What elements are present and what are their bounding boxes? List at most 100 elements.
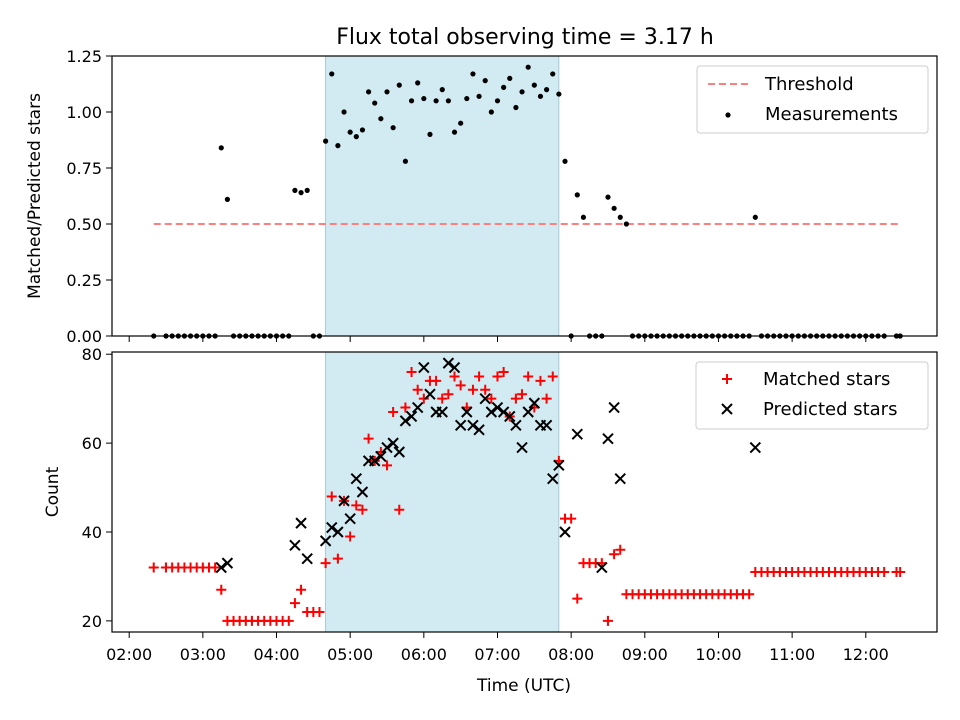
predicted-star-point [454, 419, 467, 432]
top-y-tick-label: 0.00 [66, 327, 102, 346]
measurement-point [415, 80, 421, 86]
matched-star-point [394, 504, 405, 515]
predicted-star-point [461, 406, 473, 418]
measurement-point [580, 214, 587, 220]
matched-star-point [412, 384, 423, 395]
predicted-star-point [547, 472, 559, 485]
matched-star-point [216, 584, 227, 595]
predicted-star-point [608, 401, 620, 414]
measurement-point [752, 214, 758, 220]
predicted-star-point [467, 419, 479, 432]
predicted-star-point [448, 361, 461, 374]
top-y-tick-label: 0.50 [66, 215, 102, 234]
measurement-point [439, 87, 445, 93]
matched-star-point [547, 371, 558, 382]
predicted-star-point [221, 557, 234, 569]
measurement-point [537, 93, 544, 99]
matched-star-point [382, 460, 392, 471]
bottom-panel: 20 40 60 80 02:00 03:00 04:00 05:00 06:00 07:00 0… [43, 345, 938, 696]
measurement-point [543, 87, 550, 93]
measurement-point [513, 104, 519, 111]
x-tick-label: 06:00 [401, 645, 447, 664]
predicted-star-point [332, 526, 344, 538]
bottom-axes-frame [111, 351, 938, 633]
legend-measurement-label: Measurements [765, 104, 898, 125]
bottom-legend: Matched stars Predicted stars [695, 361, 929, 430]
predicted-star-point [559, 526, 571, 538]
x-tick-label: 10:00 [695, 645, 741, 664]
matched-star-point [283, 615, 294, 626]
matched-star-point [517, 389, 528, 400]
top-panel: 0.00 0.25 0.50 0.75 1.00 1.25 Matched/Predict… [25, 47, 938, 346]
predicted-star-point [479, 392, 491, 405]
measurement-point [525, 64, 531, 70]
predicted-star-point [399, 415, 412, 427]
bottom-ylabel: Count [43, 466, 63, 517]
measurement-point [341, 109, 347, 115]
measurement-point [335, 143, 341, 149]
measurement-point [384, 89, 390, 95]
top-legend-box [696, 65, 929, 134]
top-axes-frame [111, 55, 938, 337]
predicted-star-point [319, 535, 332, 547]
measurement-point [408, 98, 415, 104]
matched-star-point [744, 589, 755, 600]
measurement-point [298, 190, 304, 196]
measurement-point [433, 98, 439, 104]
measurement-point [365, 89, 372, 95]
legend-predicted-swatch [721, 403, 733, 415]
predicted-star-point [418, 361, 430, 374]
bottom-y-tick-label: 20 [82, 612, 102, 631]
measurement-point [323, 138, 329, 144]
predicted-star-point [473, 424, 485, 436]
predicted-star-point [553, 459, 565, 472]
legend-predicted-marker [721, 403, 733, 415]
matched-star-point [357, 504, 368, 515]
predicted-star-point [393, 446, 405, 458]
predicted-star-point [356, 486, 369, 498]
measurement-point [464, 95, 470, 102]
legend-measurement-swatch [725, 112, 731, 118]
matched-star-point [363, 433, 374, 444]
chart-title: Flux total observing time = 3.17 h [336, 25, 714, 50]
x-tick-label: 04:00 [253, 645, 299, 664]
top-shaded-interval [325, 55, 560, 337]
measurement-point [421, 95, 427, 102]
measurement-point [353, 134, 359, 140]
x-tick-label: 08:00 [548, 645, 594, 664]
measurement-point [458, 120, 464, 126]
measurement-point [372, 100, 378, 106]
legend-matched-swatch [722, 374, 732, 384]
matched-star-point [418, 393, 429, 404]
matched-star-point [615, 544, 626, 555]
matched-star-point [345, 531, 356, 542]
matched-star-point [879, 567, 890, 577]
matched-star-point [602, 615, 613, 626]
measurement-point [562, 158, 568, 164]
measurement-point [390, 125, 396, 131]
predicted-star-point [436, 406, 448, 418]
matched-star-point [510, 393, 521, 404]
measurement-point [396, 82, 402, 88]
measurement-point [556, 91, 562, 97]
matched-star-point [314, 607, 325, 617]
bottom-y-tick-label: 60 [82, 434, 102, 453]
predicted-star-point [301, 552, 313, 565]
x-tick-label: 09:00 [622, 645, 668, 664]
legend-matched-label: Matched stars [763, 369, 890, 390]
matched-star-point [467, 384, 478, 395]
x-tick-label: 07:00 [474, 645, 520, 664]
predicted-star-point [424, 388, 436, 400]
predicted-star-point [405, 410, 418, 423]
top-y-tick-label: 0.25 [66, 271, 102, 290]
matched-star-point [320, 558, 331, 569]
matched-star-point [455, 380, 466, 391]
measurement-point [482, 78, 488, 84]
predicted-star-point [602, 432, 614, 445]
measurement-point [218, 145, 224, 151]
measurement-point [445, 98, 451, 104]
x-tick-label: 02:00 [106, 645, 152, 664]
matched-star-point [566, 513, 577, 524]
x-tick-label: 05:00 [327, 645, 373, 664]
matched-star-point [609, 549, 620, 560]
